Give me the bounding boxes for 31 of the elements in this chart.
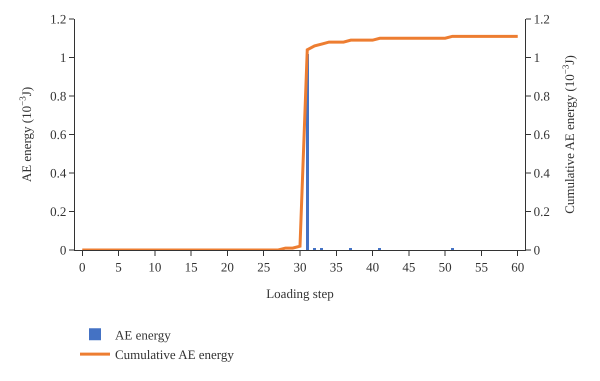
x-tick-label: 35 — [330, 260, 343, 275]
legend-label: AE energy — [115, 327, 172, 342]
y2-tick-label: 0.6 — [534, 127, 550, 142]
y2-tick-label: 0.4 — [534, 166, 550, 181]
x-tick-label: 10 — [148, 260, 162, 275]
x-tick-label: 25 — [257, 260, 270, 275]
y-tick-label: 0.8 — [50, 88, 66, 104]
y-tick-label: 0.4 — [50, 166, 67, 181]
x-tick-label: 50 — [438, 260, 452, 275]
line-series — [80, 34, 520, 250]
x-tick-label: 45 — [402, 260, 416, 275]
y2-tick-label: 0.8 — [534, 88, 550, 104]
y2-tick-label: 1 — [534, 50, 540, 66]
x-tick-label: 55 — [474, 260, 488, 275]
y2-tick-label: 0.2 — [534, 204, 550, 220]
y-tick-label: 1 — [60, 50, 66, 66]
legend-label: Cumulative AE energy — [115, 347, 234, 362]
y-tick-label: 0.6 — [50, 127, 67, 142]
y-tick-label: 0.2 — [50, 204, 66, 220]
x-tick-label: 30 — [294, 260, 306, 275]
x-tick-label: 0 — [79, 260, 86, 275]
x-tick-label: 40 — [366, 260, 380, 275]
x-tick-label: 5 — [115, 260, 122, 275]
x-axis-title: Loading step — [266, 286, 334, 302]
y-tick-label: 0 — [60, 242, 66, 258]
x-tick-label: 60 — [511, 260, 524, 275]
y2-tick-label: 0 — [534, 242, 540, 258]
x-tick-label: 20 — [220, 260, 234, 275]
y-tick-label: 1.2 — [50, 12, 66, 27]
x-tick-label: 15 — [184, 260, 198, 275]
y2-tick-label: 1.2 — [534, 12, 550, 27]
